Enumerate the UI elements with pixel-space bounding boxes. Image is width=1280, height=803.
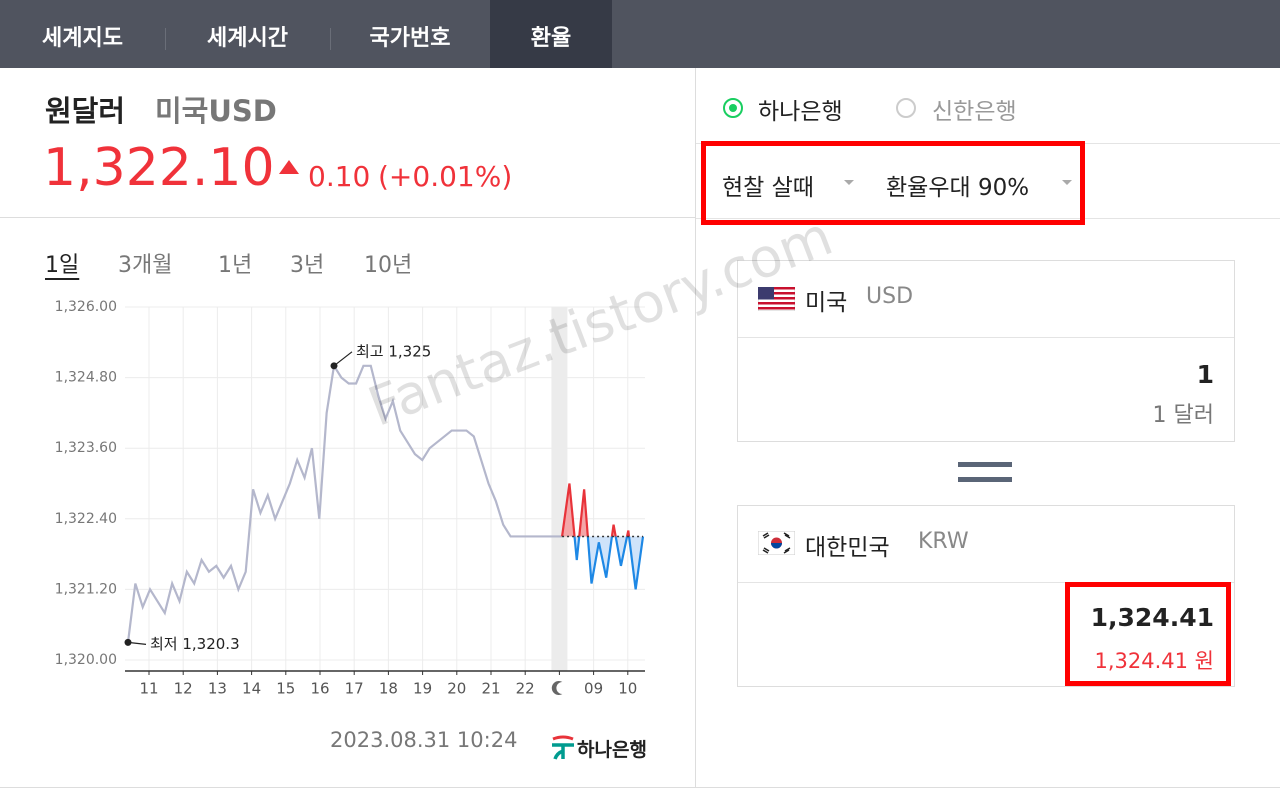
period-tab[interactable]: 3년 bbox=[290, 253, 325, 278]
to-code: KRW bbox=[918, 529, 969, 554]
tab[interactable]: 환율 bbox=[490, 0, 612, 68]
annotation-label: 최고 1,325 bbox=[356, 342, 431, 360]
y-tick-label: 1,321.20 bbox=[55, 581, 117, 597]
timestamp: 2023.08.31 10:24 bbox=[330, 728, 518, 752]
cash-option[interactable]: 현찰 살때 bbox=[722, 175, 814, 201]
bank-option[interactable]: 신한은행 bbox=[932, 99, 1017, 125]
change-value: 0.10 bbox=[308, 160, 371, 193]
dropdown-caret bbox=[844, 180, 854, 185]
header-divider bbox=[0, 217, 695, 218]
card-divider bbox=[738, 582, 1234, 583]
up-arrow bbox=[279, 160, 299, 174]
panel-divider bbox=[695, 68, 696, 787]
to-unit: 1,324.41 원 bbox=[1094, 649, 1214, 673]
option-divider bbox=[696, 218, 1280, 219]
to-amount[interactable]: 1,324.41 bbox=[1090, 603, 1214, 632]
from-card bbox=[737, 260, 1235, 442]
bank-option[interactable]: 하나은행 bbox=[758, 99, 843, 125]
card-divider bbox=[738, 337, 1234, 338]
tab-separator bbox=[165, 28, 166, 50]
currency-name: 원달러 bbox=[45, 94, 126, 128]
x-tick-label: 15 bbox=[276, 680, 295, 698]
y-tick-label: 1,322.40 bbox=[55, 511, 117, 527]
to-card bbox=[737, 505, 1235, 687]
period-tab[interactable]: 1일 bbox=[45, 253, 80, 278]
session-band bbox=[551, 307, 568, 671]
moon-icon bbox=[551, 681, 563, 696]
x-tick-label: 22 bbox=[516, 680, 535, 698]
y-tick-label: 1,326.00 bbox=[55, 299, 117, 315]
y-tick-label: 1,320.00 bbox=[55, 652, 117, 668]
dropdown-caret bbox=[1062, 180, 1072, 185]
annotation-leader bbox=[127, 641, 147, 645]
provider: 하나은행 bbox=[577, 739, 647, 761]
rate-line-down bbox=[562, 536, 645, 590]
tab[interactable]: 세계시간 bbox=[207, 26, 288, 51]
x-tick-label: 14 bbox=[242, 680, 261, 698]
y-tick-label: 1,323.60 bbox=[55, 440, 117, 456]
equals-bar bbox=[958, 477, 1012, 482]
radio-button[interactable] bbox=[896, 98, 916, 118]
rate-chart: 11 12 13 14 15 16 17 18 19 20 21 22 09 10 1,320.00 1,32… bbox=[55, 299, 645, 698]
x-tick-label: 20 bbox=[447, 680, 466, 698]
radio-button[interactable] bbox=[723, 98, 743, 118]
from-country: 미국 bbox=[805, 290, 848, 316]
y-tick-label: 1,324.80 bbox=[55, 370, 117, 386]
period-tab[interactable]: 3개월 bbox=[118, 253, 173, 278]
tab-separator bbox=[330, 28, 331, 50]
x-tick-label: 19 bbox=[413, 680, 432, 698]
kr-flag bbox=[758, 531, 795, 555]
tab-bar: 세계지도 세계시간 국가번호 환율 bbox=[0, 0, 1280, 68]
us-flag bbox=[758, 287, 795, 311]
up-area bbox=[562, 483, 643, 537]
x-tick-label: 21 bbox=[481, 680, 500, 698]
x-tick-label: 11 bbox=[139, 680, 158, 698]
rate-line bbox=[126, 362, 563, 643]
x-tick-label: 13 bbox=[208, 680, 227, 698]
hana-logo-icon bbox=[552, 735, 574, 760]
x-tick-label: 10 bbox=[618, 680, 637, 698]
highlight-box bbox=[701, 141, 1085, 225]
x-tick-label: 12 bbox=[174, 680, 193, 698]
x-tick-label: 09 bbox=[584, 680, 603, 698]
x-tick-label: 16 bbox=[310, 680, 329, 698]
content-frame bbox=[0, 68, 1280, 788]
equals-bar bbox=[958, 462, 1012, 467]
from-amount[interactable]: 1 bbox=[1196, 360, 1214, 389]
preferential-option[interactable]: 환율우대 90% bbox=[886, 175, 1030, 201]
annotation-label: 최저 1,320.3 bbox=[150, 635, 240, 653]
currency-code: 미국USD bbox=[155, 94, 277, 128]
tab[interactable]: 국가번호 bbox=[369, 26, 451, 51]
period-tab[interactable]: 1년 bbox=[218, 253, 253, 278]
tab[interactable]: 세계지도 bbox=[42, 26, 123, 51]
exchange-rate: 1,322.10 bbox=[43, 138, 275, 198]
to-country: 대한민국 bbox=[805, 535, 890, 561]
change-percent: (+0.01%) bbox=[378, 160, 513, 193]
period-tab[interactable]: 10년 bbox=[364, 253, 413, 278]
x-tick-label: 17 bbox=[345, 680, 364, 698]
from-code: USD bbox=[866, 284, 914, 309]
highlight-box bbox=[1065, 582, 1231, 686]
annotation-leader bbox=[333, 351, 353, 367]
from-unit: 1 달러 bbox=[1152, 403, 1214, 428]
x-tick-label: 18 bbox=[379, 680, 398, 698]
